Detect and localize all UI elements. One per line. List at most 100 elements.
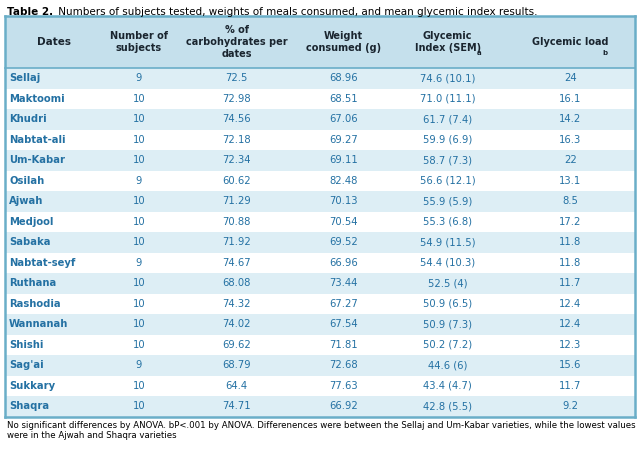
Text: 22: 22 bbox=[564, 155, 577, 165]
Text: 74.02: 74.02 bbox=[222, 319, 251, 329]
Text: 54.4 (10.3): 54.4 (10.3) bbox=[420, 258, 475, 268]
Text: 70.54: 70.54 bbox=[330, 217, 358, 227]
Text: % of
carbohydrates per
dates: % of carbohydrates per dates bbox=[186, 25, 287, 58]
Bar bbox=[5, 273, 635, 294]
Text: Number of
subjects: Number of subjects bbox=[110, 31, 168, 53]
Text: 8.5: 8.5 bbox=[563, 196, 579, 206]
Text: 69.27: 69.27 bbox=[329, 135, 358, 145]
Bar bbox=[5, 232, 635, 252]
Text: Um-Kabar: Um-Kabar bbox=[9, 155, 65, 165]
Text: 68.79: 68.79 bbox=[222, 360, 251, 370]
Text: 72.68: 72.68 bbox=[330, 360, 358, 370]
Text: Sukkary: Sukkary bbox=[9, 381, 55, 391]
Text: 11.7: 11.7 bbox=[559, 381, 582, 391]
Text: 71.92: 71.92 bbox=[222, 237, 251, 247]
Text: 42.8 (5.5): 42.8 (5.5) bbox=[423, 401, 472, 411]
Bar bbox=[5, 376, 635, 396]
Text: 74.56: 74.56 bbox=[222, 114, 251, 124]
Text: No significant differences by ANOVA. bP<.001 by ANOVA. Differenences were betwee: No significant differences by ANOVA. bP<… bbox=[7, 420, 636, 440]
Bar bbox=[5, 109, 635, 130]
Text: 70.88: 70.88 bbox=[222, 217, 251, 227]
Text: Maktoomi: Maktoomi bbox=[9, 94, 65, 104]
Text: 66.92: 66.92 bbox=[329, 401, 358, 411]
Text: b: b bbox=[603, 50, 608, 57]
Bar bbox=[5, 16, 635, 68]
Text: 11.8: 11.8 bbox=[559, 237, 582, 247]
Text: 9: 9 bbox=[136, 73, 142, 83]
Text: Sellaj: Sellaj bbox=[9, 73, 40, 83]
Text: 10: 10 bbox=[132, 401, 145, 411]
Text: 15.6: 15.6 bbox=[559, 360, 582, 370]
Text: 10: 10 bbox=[132, 114, 145, 124]
Text: 9: 9 bbox=[136, 176, 142, 186]
Text: 16.1: 16.1 bbox=[559, 94, 582, 104]
Text: 67.27: 67.27 bbox=[329, 299, 358, 309]
Text: 24: 24 bbox=[564, 73, 577, 83]
Bar bbox=[5, 130, 635, 150]
Text: 11.8: 11.8 bbox=[559, 258, 582, 268]
Text: 70.13: 70.13 bbox=[330, 196, 358, 206]
Text: 17.2: 17.2 bbox=[559, 217, 582, 227]
Text: 71.29: 71.29 bbox=[222, 196, 251, 206]
Text: 74.32: 74.32 bbox=[222, 299, 251, 309]
Text: 10: 10 bbox=[132, 196, 145, 206]
Text: 55.9 (5.9): 55.9 (5.9) bbox=[423, 196, 472, 206]
Text: 71.81: 71.81 bbox=[330, 340, 358, 350]
Text: 77.63: 77.63 bbox=[330, 381, 358, 391]
Text: Glycemic
Index (SEM): Glycemic Index (SEM) bbox=[415, 31, 481, 53]
Text: 71.0 (11.1): 71.0 (11.1) bbox=[420, 94, 476, 104]
Bar bbox=[5, 68, 635, 88]
Text: 11.7: 11.7 bbox=[559, 278, 582, 288]
Text: Nabtat-ali: Nabtat-ali bbox=[9, 135, 65, 145]
Text: 44.6 (6): 44.6 (6) bbox=[428, 360, 467, 370]
Bar bbox=[5, 191, 635, 212]
Text: 52.5 (4): 52.5 (4) bbox=[428, 278, 467, 288]
Text: 66.96: 66.96 bbox=[329, 258, 358, 268]
Text: 64.4: 64.4 bbox=[225, 381, 248, 391]
Text: 10: 10 bbox=[132, 299, 145, 309]
Text: 68.08: 68.08 bbox=[222, 278, 251, 288]
Bar bbox=[5, 396, 635, 416]
Bar bbox=[5, 150, 635, 170]
Text: 54.9 (11.5): 54.9 (11.5) bbox=[420, 237, 476, 247]
Text: 16.3: 16.3 bbox=[559, 135, 582, 145]
Text: 72.34: 72.34 bbox=[222, 155, 251, 165]
Text: 67.54: 67.54 bbox=[330, 319, 358, 329]
Text: 73.44: 73.44 bbox=[330, 278, 358, 288]
Text: Weight
consumed (g): Weight consumed (g) bbox=[306, 31, 381, 53]
Text: 13.1: 13.1 bbox=[559, 176, 582, 186]
Text: Medjool: Medjool bbox=[9, 217, 53, 227]
Text: 10: 10 bbox=[132, 135, 145, 145]
Text: 12.3: 12.3 bbox=[559, 340, 582, 350]
Text: a: a bbox=[477, 50, 481, 57]
Text: 10: 10 bbox=[132, 340, 145, 350]
Bar bbox=[5, 252, 635, 273]
Text: 69.11: 69.11 bbox=[329, 155, 358, 165]
Text: Khudri: Khudri bbox=[9, 114, 47, 124]
Bar bbox=[5, 170, 635, 191]
Text: 56.6 (12.1): 56.6 (12.1) bbox=[420, 176, 476, 186]
Text: 61.7 (7.4): 61.7 (7.4) bbox=[423, 114, 472, 124]
Text: 9: 9 bbox=[136, 258, 142, 268]
Text: Rashodia: Rashodia bbox=[9, 299, 61, 309]
Text: Shishi: Shishi bbox=[9, 340, 44, 350]
Bar bbox=[5, 88, 635, 109]
Text: Ruthana: Ruthana bbox=[9, 278, 56, 288]
Text: 50.9 (6.5): 50.9 (6.5) bbox=[423, 299, 472, 309]
Text: Nabtat-seyf: Nabtat-seyf bbox=[9, 258, 76, 268]
Bar bbox=[5, 294, 635, 314]
Text: Sabaka: Sabaka bbox=[9, 237, 51, 247]
Text: 69.52: 69.52 bbox=[329, 237, 358, 247]
Text: 10: 10 bbox=[132, 319, 145, 329]
Text: 72.18: 72.18 bbox=[222, 135, 251, 145]
Text: 72.98: 72.98 bbox=[222, 94, 251, 104]
Text: 10: 10 bbox=[132, 381, 145, 391]
Text: Osilah: Osilah bbox=[9, 176, 44, 186]
Text: 50.9 (7.3): 50.9 (7.3) bbox=[423, 319, 472, 329]
Text: Table 2.: Table 2. bbox=[7, 7, 53, 17]
Text: 10: 10 bbox=[132, 278, 145, 288]
Text: 74.67: 74.67 bbox=[222, 258, 251, 268]
Text: Wannanah: Wannanah bbox=[9, 319, 68, 329]
Text: Shaqra: Shaqra bbox=[9, 401, 49, 411]
Text: Dates: Dates bbox=[37, 37, 71, 47]
